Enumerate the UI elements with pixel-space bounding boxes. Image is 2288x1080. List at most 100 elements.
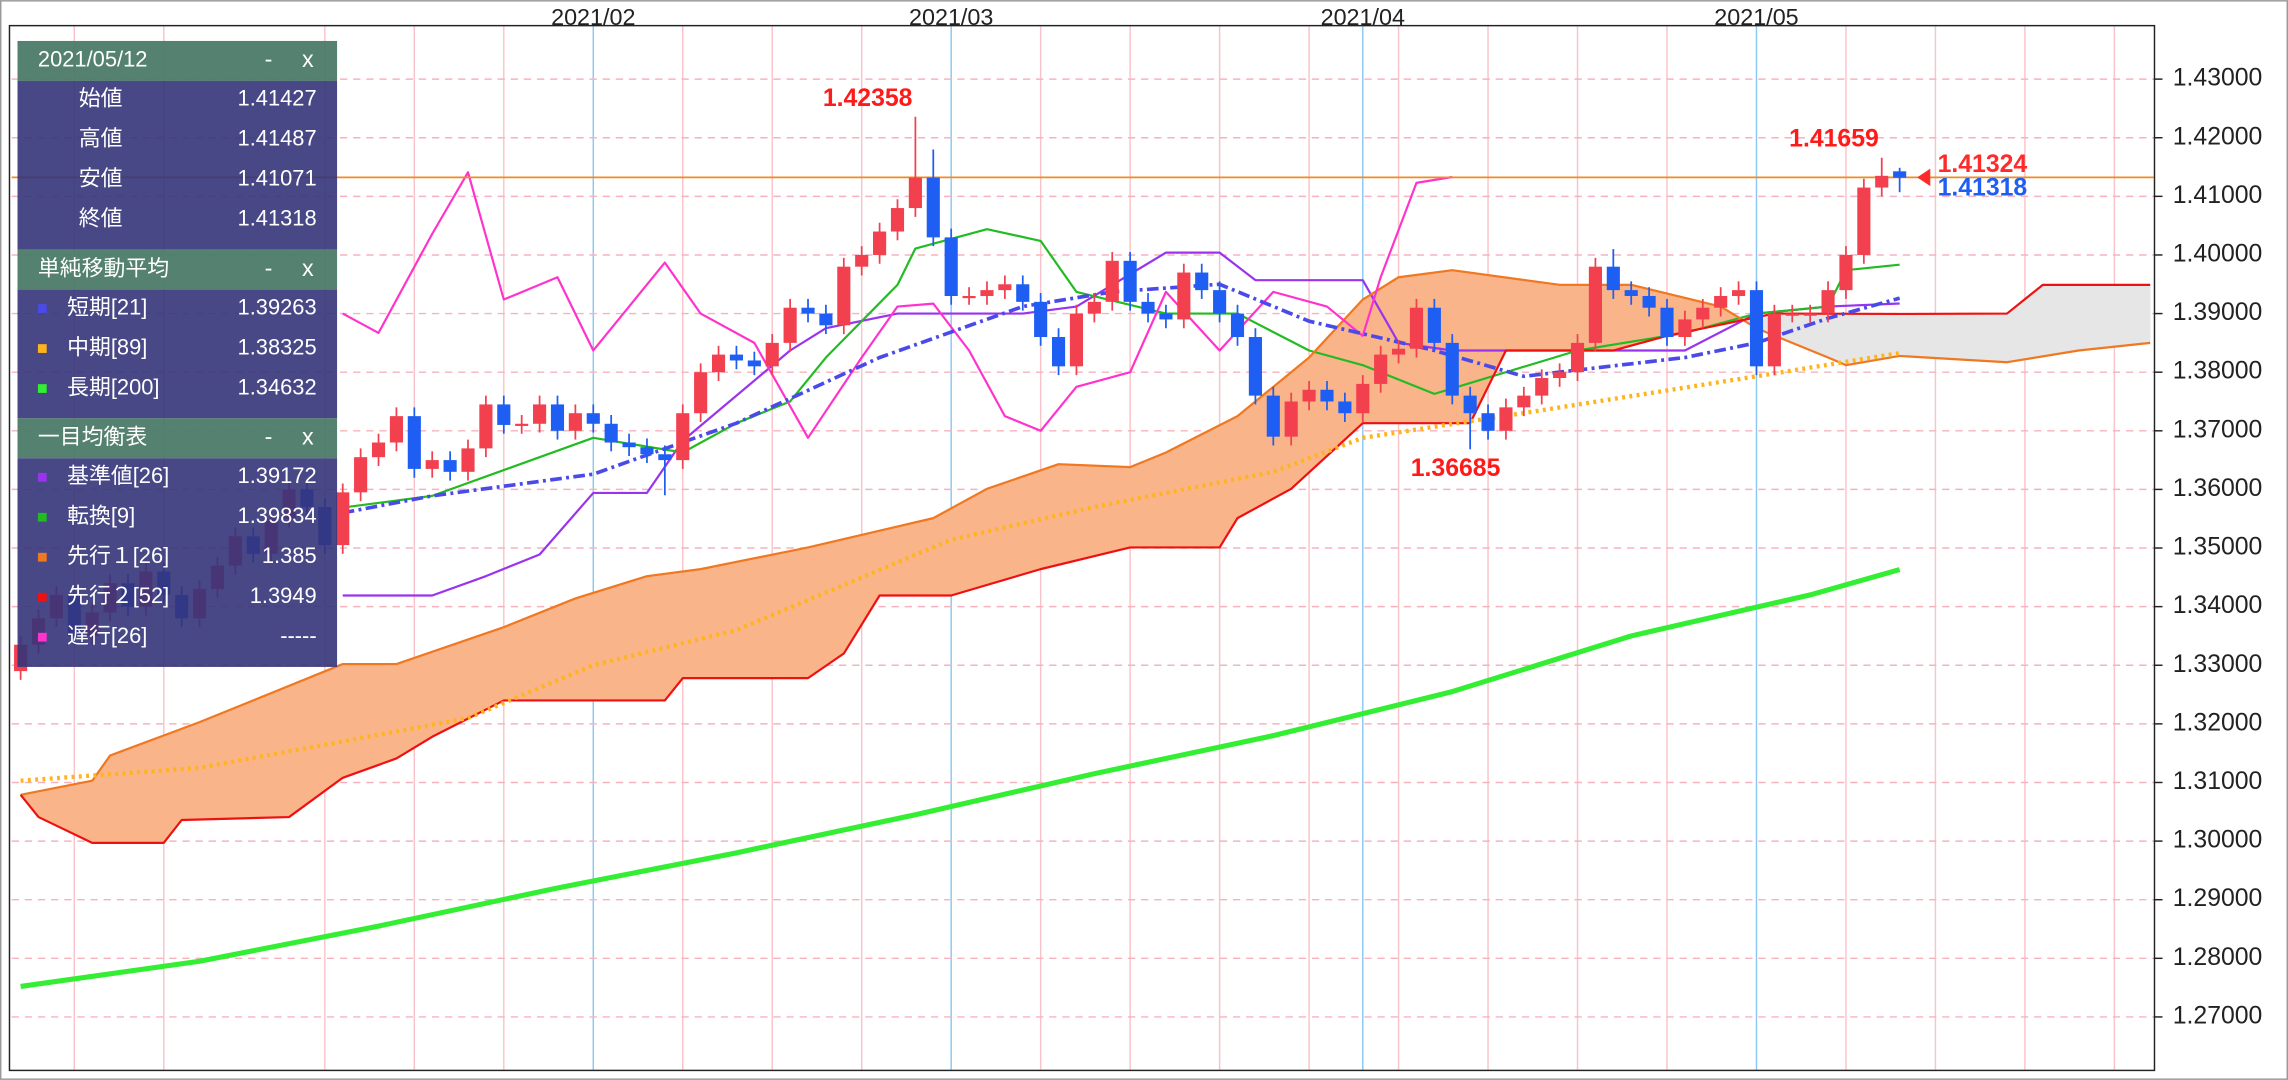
cloud-fill <box>1214 424 1220 548</box>
cloud-fill <box>1935 313 1941 359</box>
cloud-fill <box>1868 313 1874 362</box>
minimize-button[interactable]: - <box>265 46 273 72</box>
y-tick-label: 1.34000 <box>2173 592 2263 619</box>
cloud-fill <box>1854 313 1860 364</box>
low-annotation: 1.36685 <box>1411 455 1501 482</box>
cloud-fill <box>575 596 581 701</box>
cloud-fill <box>601 588 607 701</box>
cloud-fill <box>481 632 487 713</box>
cloud-fill <box>794 548 800 679</box>
minimize-button[interactable]: - <box>265 255 273 281</box>
cloud-fill <box>637 577 643 701</box>
candle-body <box>1016 284 1030 302</box>
cloud-fill <box>1536 281 1543 351</box>
bid-label: 1.41318 <box>1938 175 2028 202</box>
candle-body <box>1123 260 1137 302</box>
cloud-fill <box>852 535 858 641</box>
cloud-fill <box>490 629 496 708</box>
close-button[interactable]: x <box>302 255 314 281</box>
cloud-fill <box>655 574 661 701</box>
cloud-fill <box>754 557 760 679</box>
indicator-line <box>342 171 1453 439</box>
cloud-fill <box>78 782 84 840</box>
cloud-fill <box>2055 284 2061 355</box>
cloud-fill <box>1957 313 1963 360</box>
y-tick-label: 1.27000 <box>2173 1002 2263 1029</box>
candle-body <box>1714 295 1728 308</box>
candle-body <box>1427 307 1441 343</box>
price-value: 1.41487 <box>238 126 317 151</box>
high-annotation: 1.42358 <box>823 85 913 112</box>
cloud-fill <box>968 495 974 591</box>
cloud-fill <box>1120 466 1126 550</box>
cloud-fill <box>1335 322 1341 449</box>
legend-value: 1.3949 <box>250 583 317 608</box>
cloud-fill <box>910 521 916 596</box>
cloud-fill <box>181 726 187 821</box>
cloud-fill <box>51 787 57 827</box>
cloud-fill <box>1259 393 1265 507</box>
cloud-fill <box>1111 466 1118 553</box>
candle-body <box>926 177 940 238</box>
cloud-fill <box>803 547 809 679</box>
cloud-fill <box>664 572 670 702</box>
candle-body <box>1803 313 1817 316</box>
cloud-fill <box>145 740 151 844</box>
candle-body <box>998 284 1012 291</box>
cloud-fill <box>467 637 473 720</box>
close-button[interactable]: x <box>302 423 314 449</box>
cloud-fill <box>1183 440 1189 548</box>
cloud-fill <box>619 582 625 701</box>
cloud-fill <box>932 515 939 596</box>
price-label: 安値 <box>79 166 123 191</box>
candle-body <box>1302 389 1316 402</box>
cloud-fill <box>297 679 303 812</box>
candle-body <box>1356 383 1370 414</box>
y-tick-label: 1.33000 <box>2173 651 2263 678</box>
cloud-fill <box>1890 313 1896 358</box>
cloud-fill <box>588 592 594 701</box>
cloud-fill <box>185 725 191 821</box>
candle-body <box>1392 348 1406 355</box>
cloud-fill <box>512 621 518 701</box>
legend-value: 1.38325 <box>238 334 317 359</box>
legend-swatch <box>37 512 47 522</box>
cloud-fill <box>476 634 482 715</box>
cloud-fill <box>964 498 970 592</box>
candle-body <box>729 354 744 361</box>
cloud-fill <box>302 678 308 808</box>
price-value: 1.41318 <box>238 206 317 231</box>
cloud-fill <box>1836 313 1842 364</box>
cloud-fill <box>1138 461 1144 548</box>
candle-body <box>1338 401 1352 414</box>
cloud-fill <box>552 605 558 701</box>
indicator-line <box>20 269 2151 796</box>
candle-body <box>1248 337 1262 396</box>
cloud-fill <box>924 518 930 596</box>
cloud-fill <box>1908 313 1914 358</box>
cloud-fill <box>1179 442 1185 548</box>
cloud-fill <box>892 526 898 596</box>
panel-header <box>17 40 338 81</box>
cloud-fill <box>109 753 115 844</box>
cloud-fill <box>1170 447 1176 548</box>
cloud-fill <box>651 574 657 701</box>
cloud-fill <box>789 549 795 679</box>
cloud-fill <box>955 502 961 595</box>
close-button[interactable]: x <box>302 46 314 72</box>
cloud-fill <box>472 635 478 717</box>
cloud-fill <box>1845 313 1851 366</box>
cloud-fill <box>422 652 429 743</box>
cloud-fill <box>458 640 464 724</box>
candle-body <box>461 448 475 472</box>
cloud-fill <box>825 541 831 667</box>
legend-swatch <box>37 384 47 393</box>
cloud-fill <box>584 593 590 701</box>
cloud-fill <box>1993 313 1999 363</box>
candle-body <box>908 177 922 209</box>
cloud-fill <box>418 654 424 746</box>
cloud-fill <box>628 579 634 701</box>
minimize-button[interactable]: - <box>265 423 273 449</box>
cloud-fill <box>548 606 554 701</box>
cloud-fill <box>1903 313 1909 357</box>
